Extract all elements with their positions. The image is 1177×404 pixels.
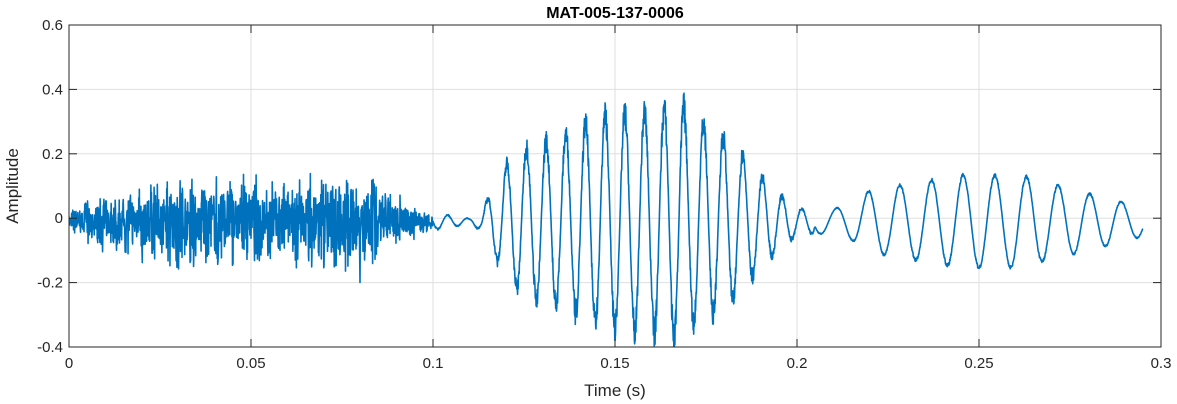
y-axis-ticks: -0.4 -0.2 0 0.2 0.4 0.6	[37, 17, 1161, 356]
x-axis-ticks: 0 0.05 0.1 0.15 0.2 0.25 0.3	[65, 25, 1172, 372]
x-tick-label: 0.05	[236, 355, 265, 372]
y-tick-label: 0.4	[42, 81, 63, 98]
chart-title: MAT-005-137-0006	[546, 5, 684, 22]
x-tick-label: 0.1	[423, 355, 444, 372]
y-tick-label: -0.2	[37, 275, 63, 292]
x-tick-label: 0	[65, 355, 73, 372]
x-tick-label: 0.25	[964, 355, 993, 372]
x-axis-label: Time (s)	[584, 381, 646, 400]
signal-line	[69, 92, 1144, 347]
y-tick-label: 0.2	[42, 146, 63, 163]
x-tick-label: 0.15	[600, 355, 629, 372]
y-tick-label: 0	[55, 210, 63, 227]
y-tick-label: -0.4	[37, 339, 63, 356]
x-tick-label: 0.2	[787, 355, 808, 372]
x-tick-label: 0.3	[1151, 355, 1172, 372]
y-axis-label: Amplitude	[3, 148, 22, 224]
y-tick-label: 0.6	[42, 17, 63, 34]
